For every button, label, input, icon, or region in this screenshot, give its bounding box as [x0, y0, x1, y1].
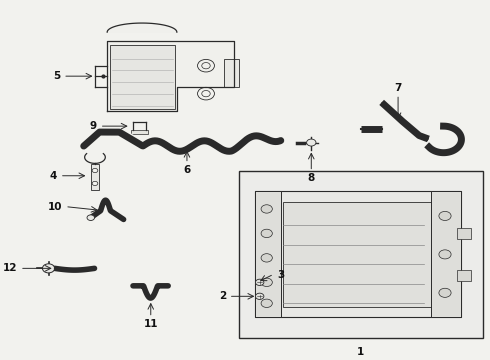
Circle shape: [87, 215, 95, 220]
Circle shape: [261, 278, 272, 287]
Circle shape: [261, 205, 272, 213]
Polygon shape: [107, 41, 234, 111]
Circle shape: [43, 264, 54, 273]
Circle shape: [439, 250, 451, 259]
Bar: [283, 202, 438, 307]
Bar: [431, 192, 462, 317]
Circle shape: [92, 168, 98, 172]
Text: 1: 1: [357, 347, 364, 357]
Text: 2: 2: [219, 291, 226, 301]
Bar: [239, 171, 483, 338]
Bar: [110, 45, 175, 109]
Bar: [91, 163, 99, 190]
Text: 5: 5: [53, 71, 60, 81]
Circle shape: [261, 299, 272, 307]
Bar: [131, 130, 148, 134]
Text: 6: 6: [183, 165, 191, 175]
Text: 3: 3: [277, 270, 284, 280]
Circle shape: [261, 229, 272, 238]
Text: 12: 12: [2, 264, 17, 273]
Text: 8: 8: [308, 173, 315, 183]
Text: 10: 10: [48, 202, 62, 212]
Text: 11: 11: [144, 319, 158, 329]
Circle shape: [439, 211, 451, 220]
Text: 9: 9: [90, 121, 97, 131]
Bar: [255, 192, 281, 317]
Bar: [224, 59, 239, 87]
Text: 7: 7: [394, 83, 402, 93]
Bar: [457, 228, 471, 239]
Circle shape: [255, 279, 264, 285]
Circle shape: [261, 254, 272, 262]
Circle shape: [307, 139, 316, 146]
Bar: [457, 270, 471, 280]
Bar: [255, 192, 462, 317]
Circle shape: [255, 293, 264, 300]
Circle shape: [439, 288, 451, 297]
Polygon shape: [107, 23, 177, 32]
Circle shape: [92, 181, 98, 185]
Text: 4: 4: [49, 171, 57, 181]
